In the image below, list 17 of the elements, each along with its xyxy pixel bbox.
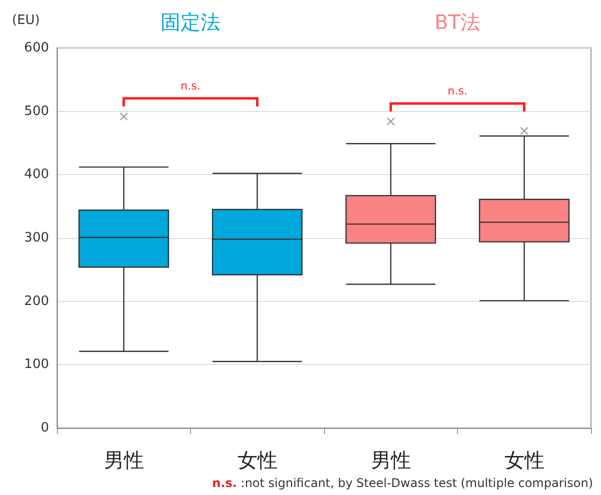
y-axis-title: (EU) — [12, 13, 40, 28]
text: BT法 — [434, 10, 480, 34]
y-tick-label: 400 — [24, 167, 49, 182]
text: n.s. :not significant, by Steel-Dwass test (multiple comparison) — [212, 476, 594, 490]
text: 固定法 — [160, 10, 220, 34]
y-tick-label: 500 — [24, 104, 49, 119]
x-tick-label: 女性 — [504, 448, 544, 472]
annotation: n.s. — [180, 79, 200, 92]
annotation: n.s. — [448, 84, 468, 98]
y-tick-label: 0 — [40, 420, 49, 436]
x-tick-label: 男性 — [370, 448, 411, 472]
y-tick-label: 600 — [24, 40, 49, 56]
y-tick-label: 200 — [24, 294, 49, 309]
y-tick-label: 100 — [24, 357, 49, 372]
x-tick-label: 男性 — [104, 448, 144, 472]
y-tick-label: 300 — [24, 230, 49, 246]
x-tick-label: 女性 — [237, 448, 278, 472]
